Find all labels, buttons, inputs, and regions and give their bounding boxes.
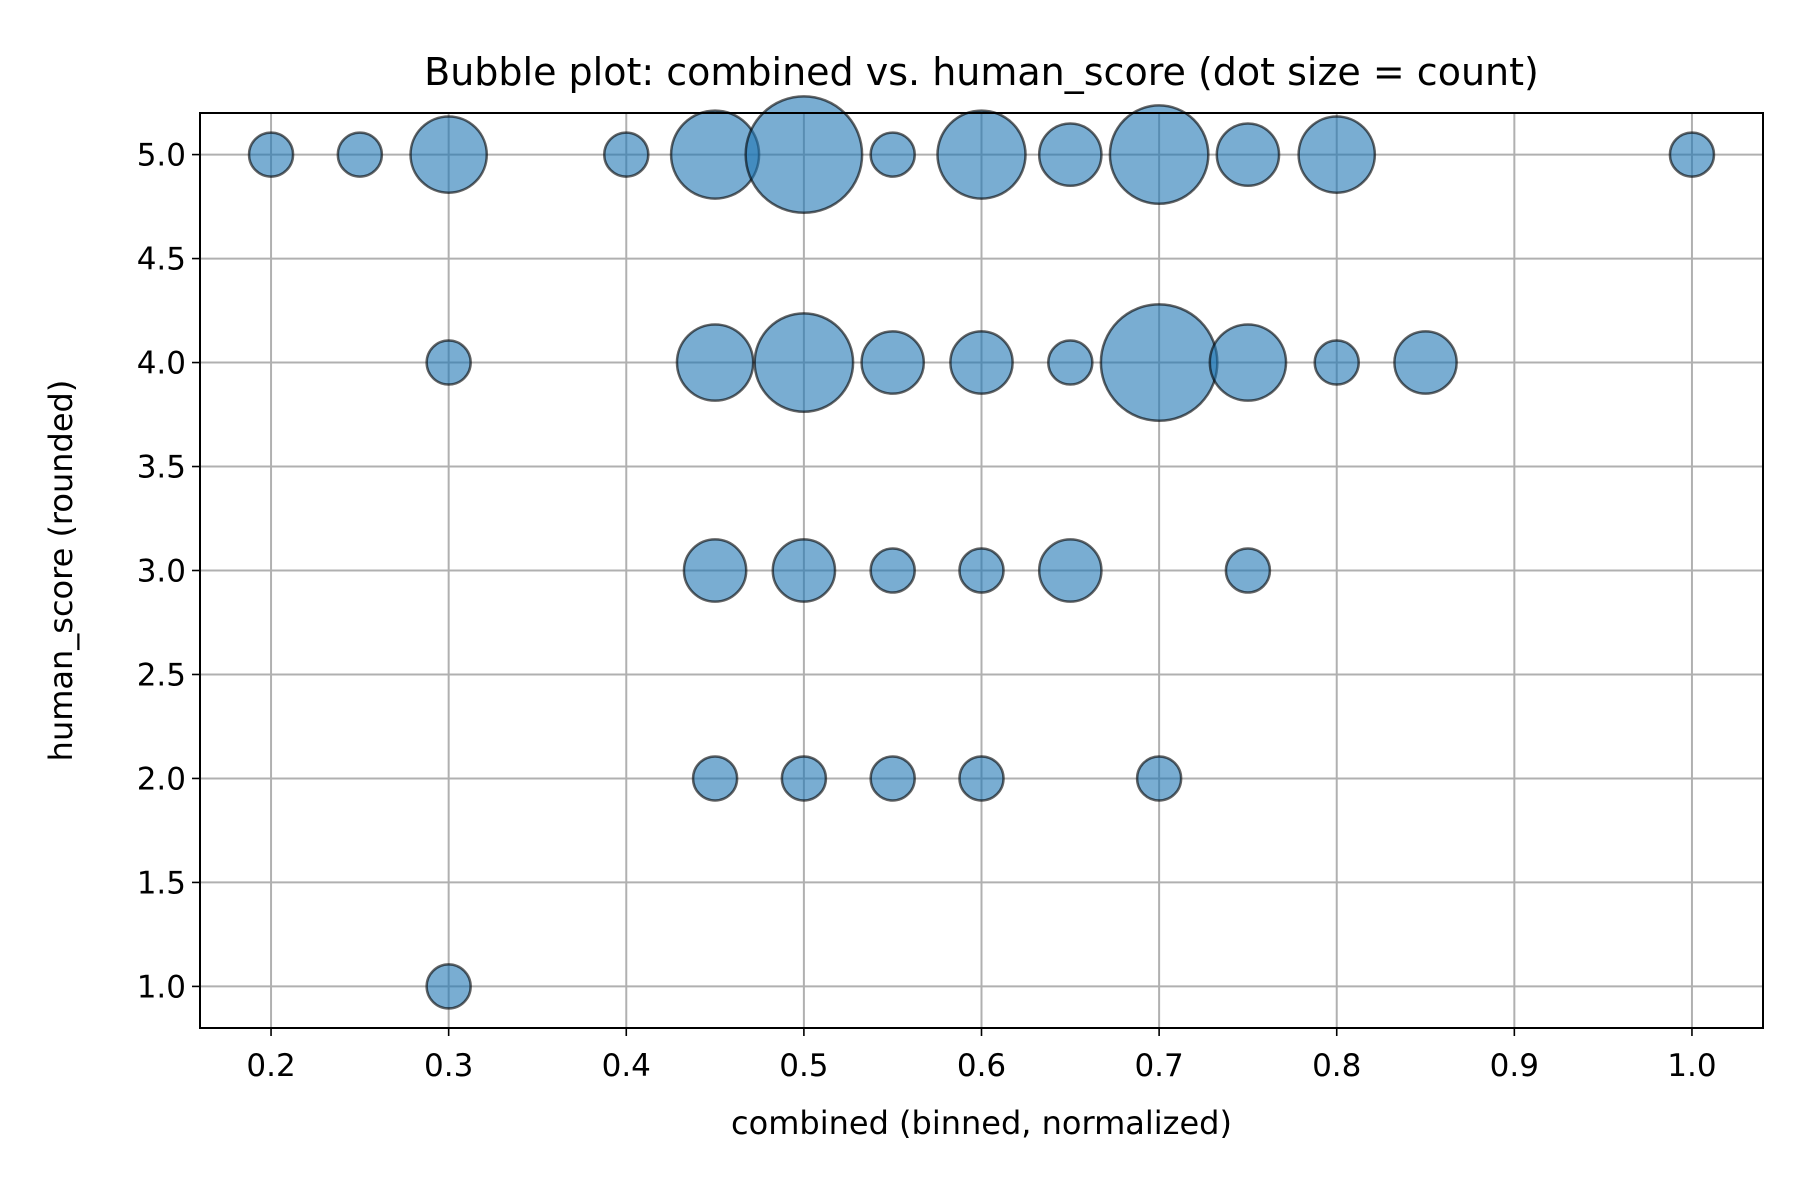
y-tick-label: 1.0 (137, 969, 186, 1005)
bubble-point (936, 109, 1027, 200)
bubble-point (1108, 104, 1210, 206)
y-tick-label: 5.0 (137, 138, 186, 174)
bubble-point (682, 538, 748, 603)
bubble-point (780, 755, 828, 802)
bubble-point (1215, 122, 1281, 187)
bubble-point (753, 312, 855, 413)
x-tick-label: 0.2 (246, 1048, 295, 1084)
bubble-point (869, 755, 916, 802)
bubble-point (336, 131, 384, 178)
x-axis-title: combined (binned, normalized) (731, 1104, 1232, 1142)
bubble-point (1393, 330, 1458, 395)
bubble-point (869, 131, 916, 178)
bubble-point (1135, 755, 1183, 802)
bubble-point (1037, 538, 1103, 603)
x-tick-label: 0.6 (957, 1048, 1006, 1084)
bubble-point (860, 330, 926, 395)
x-tick-label: 0.3 (424, 1048, 473, 1084)
bubble-point (1297, 115, 1377, 194)
bubble-point (1668, 131, 1716, 178)
bubble-point (1208, 323, 1288, 402)
bubble-point (1313, 339, 1360, 386)
y-axis-title: human_score (rounded) (42, 380, 80, 762)
bubble-point (1224, 547, 1272, 594)
y-tick-label: 2.5 (137, 657, 186, 693)
x-tick-label: 0.4 (602, 1048, 651, 1084)
bubble-point (1047, 339, 1094, 386)
bubble-point (691, 755, 739, 802)
bubble-layer (247, 95, 1716, 1010)
bubble-point (425, 339, 472, 386)
x-tick-label: 1.0 (1667, 1048, 1716, 1084)
bubble-point (247, 131, 295, 178)
y-tick-label: 3.5 (137, 450, 186, 486)
bubble-point (1099, 303, 1219, 423)
bubble-point (744, 95, 864, 215)
y-tick-label: 3.0 (137, 554, 186, 590)
tick-layer: 0.2 0.3 0.4 0.5 0.6 0.7 0.8 0.9 1.0 1.0 1.5 2.0 2.5 3… (137, 138, 1717, 1084)
x-tick-label: 0.8 (1312, 1048, 1361, 1084)
bubble-point (1037, 122, 1103, 187)
bubble-point (771, 538, 837, 603)
y-tick-label: 4.5 (137, 242, 186, 278)
bubble-point (949, 330, 1014, 395)
bubble-point (958, 755, 1005, 802)
y-tick-label: 1.5 (137, 865, 186, 901)
bubble-point (603, 131, 650, 178)
x-tick-label: 0.7 (1134, 1048, 1183, 1084)
bubble-point (958, 547, 1005, 594)
bubble-point (425, 963, 472, 1010)
y-tick-label: 2.0 (137, 761, 186, 797)
x-tick-label: 0.5 (779, 1048, 828, 1084)
chart-title: Bubble plot: combined vs. human_score (d… (424, 50, 1539, 94)
bubble-point (869, 547, 916, 594)
y-tick-label: 4.0 (137, 346, 186, 382)
x-tick-label: 0.9 (1490, 1048, 1539, 1084)
bubble-point (675, 323, 755, 402)
bubble-point (409, 115, 489, 194)
